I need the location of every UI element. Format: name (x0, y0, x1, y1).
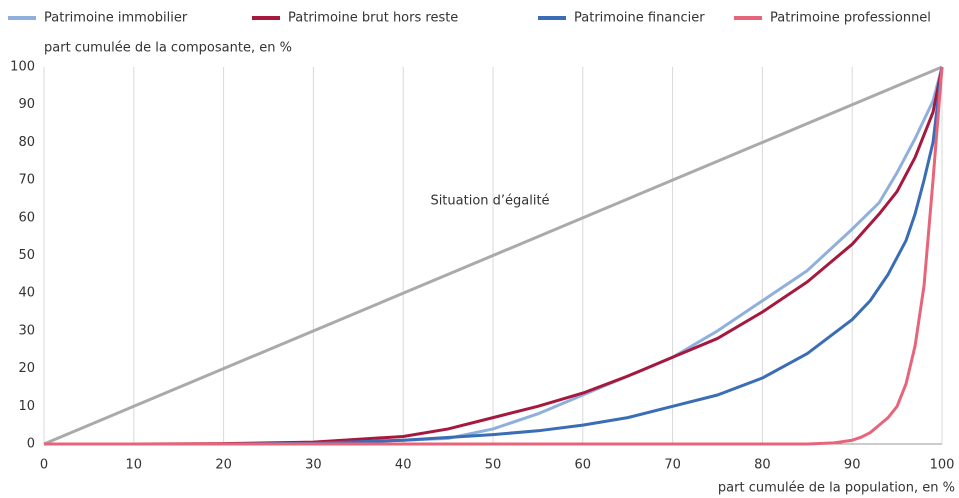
y-tick-label: 40 (18, 286, 35, 301)
x-tick-label: 20 (215, 458, 232, 473)
x-tick-label: 10 (126, 458, 143, 473)
legend-label: Patrimoine professionnel (770, 11, 931, 26)
line (44, 66, 944, 446)
legend-label: Patrimoine financier (574, 11, 705, 26)
x-tick-label: 0 (40, 458, 48, 473)
legend-label: Patrimoine brut hors reste (288, 11, 458, 26)
x-tick-label: 50 (485, 458, 502, 473)
legend-label: Patrimoine immobilier (44, 11, 188, 26)
annotation: Situation d’égalité (430, 194, 549, 209)
y-axis-label: part cumulée de la composante, en % (44, 41, 292, 56)
x-tick-label: 60 (575, 458, 592, 473)
x-tick-label: 30 (305, 458, 322, 473)
x-tick-label: 100 (930, 458, 955, 473)
y-tick-label: 100 (10, 60, 35, 75)
x-tick-label: 40 (395, 458, 412, 473)
x-axis-label: part cumulée de la population, en % (718, 481, 955, 496)
y-tick-label: 0 (27, 437, 35, 452)
y-tick-label: 50 (18, 248, 35, 263)
y-tick-label: 30 (18, 323, 35, 338)
y-tick-label: 70 (18, 173, 35, 188)
x-tick-label: 70 (664, 458, 681, 473)
x-tick-label: 80 (754, 458, 771, 473)
x-tick-label: 90 (844, 458, 861, 473)
line (44, 66, 944, 446)
y-tick-label: 90 (18, 97, 35, 112)
y-tick-label: 60 (18, 210, 35, 225)
y-tick-label: 10 (18, 399, 35, 414)
line (44, 66, 944, 446)
y-tick-label: 20 (18, 361, 35, 376)
y-tick-label: 80 (18, 135, 35, 150)
reference-line (43, 65, 943, 446)
